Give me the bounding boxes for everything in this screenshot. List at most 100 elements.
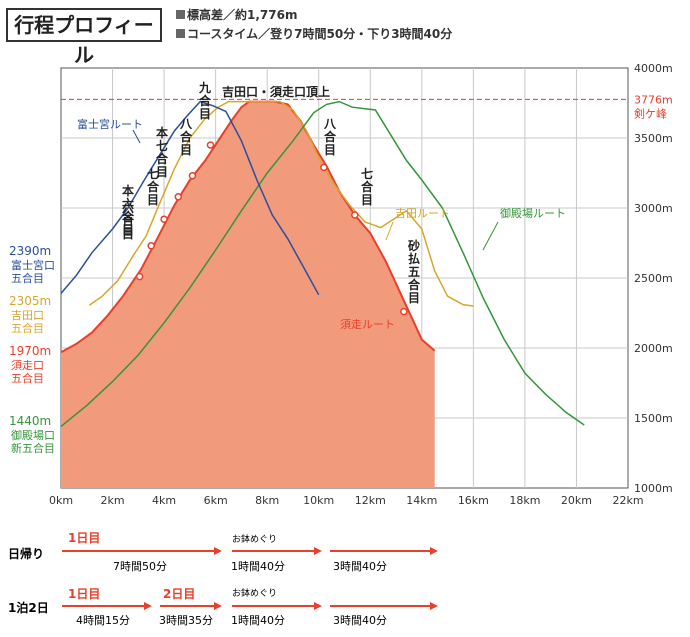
start-elev-label: 1440m xyxy=(9,414,51,428)
station-label-char: 七 xyxy=(147,167,159,181)
x-tick-label: 12km xyxy=(355,494,386,507)
y-tick-label: 4000m xyxy=(634,62,673,75)
page-title: 行程プロフィール xyxy=(6,8,162,67)
segment-time: 3時間40分 xyxy=(333,614,387,627)
station-label-char: 合 xyxy=(147,179,160,194)
start-point-label: 須走口 xyxy=(11,359,44,372)
x-tick-label: 20km xyxy=(561,494,592,507)
start-point-label: 五合目 xyxy=(11,371,44,385)
station-label-char: 目 xyxy=(324,143,336,157)
station-label-char: 六 xyxy=(122,196,134,211)
square-icon xyxy=(176,10,185,19)
day-label: 1日目 xyxy=(68,587,100,601)
connector xyxy=(482,221,499,251)
station-label-char: 目 xyxy=(408,291,420,305)
station-label-char: 本 xyxy=(122,183,134,198)
station-label-char: 目 xyxy=(147,193,159,207)
y-tick-label: 2000m xyxy=(634,342,673,355)
start-point-label: 吉田口 xyxy=(11,309,44,322)
segment-time: 3時間35分 xyxy=(159,614,213,627)
station-marker xyxy=(206,141,215,149)
station-label-char: 目 xyxy=(180,143,192,157)
station-label-char: 六 xyxy=(122,200,134,215)
schedule-arrow-head xyxy=(430,547,438,555)
x-tick-label: 6km xyxy=(204,494,228,507)
station-marker xyxy=(188,172,197,180)
station-marker xyxy=(135,272,144,281)
ohachi-label: お鉢めぐり xyxy=(232,533,277,545)
elevation-info: 標高差／約1,776m xyxy=(176,6,297,23)
start-point-label: 五合目 xyxy=(11,271,44,285)
x-tick-label: 4km xyxy=(152,494,176,507)
schedule-arrow-head xyxy=(214,547,222,555)
y-tick-label: 3000m xyxy=(634,202,673,215)
summit-label: 吉田口・須走口頂上 xyxy=(222,84,330,99)
station-label-char: 合 xyxy=(324,129,337,144)
schedule-arrow-head xyxy=(430,602,438,610)
station-marker xyxy=(160,215,168,223)
y-tick-label: 3500m xyxy=(634,132,673,145)
schedule-arrow-head xyxy=(214,602,222,610)
route-label: 御殿場ルート xyxy=(500,206,566,220)
day-label: 1日目 xyxy=(68,531,100,545)
station-label-char: 合 xyxy=(199,93,212,108)
summit-peak-label: 剣ケ峰 xyxy=(634,107,667,120)
segment-time: 4時間15分 xyxy=(76,614,130,627)
station-label-char: 合 xyxy=(122,213,135,228)
station-label-char: 合 xyxy=(156,151,169,166)
station-label-char: 合 xyxy=(408,277,421,292)
segment-time: 1時間40分 xyxy=(231,560,285,573)
start-point-label: 五合目 xyxy=(11,321,44,335)
x-tick-label: 0km xyxy=(49,494,73,507)
ohachi-label: お鉢めぐり xyxy=(232,587,277,599)
course-time-text: コースタイム／登り7時間50分・下り3時間40分 xyxy=(187,27,453,41)
start-point-label: 富士宮口 xyxy=(11,258,55,272)
station-label-char: 合 xyxy=(122,209,135,224)
x-tick-label: 8km xyxy=(255,494,279,507)
schedule-arrow-head xyxy=(314,602,322,610)
station-label-char: 八 xyxy=(323,117,337,131)
station-label-char: 払 xyxy=(408,251,420,266)
connector xyxy=(385,221,394,241)
schedule-row-label: 日帰り xyxy=(8,546,44,561)
route-label: 須走ルート xyxy=(340,318,395,331)
station-marker xyxy=(351,211,359,219)
station-label-char: 五 xyxy=(408,265,420,279)
station-label-char: 砂 xyxy=(407,238,420,253)
route-label: 吉田ルート xyxy=(395,207,450,220)
station-label-char: 八 xyxy=(179,117,193,131)
x-tick-label: 14km xyxy=(406,494,437,507)
segment-time: 3時間40分 xyxy=(333,560,387,573)
segment-time: 1時間40分 xyxy=(231,614,285,627)
station-marker xyxy=(147,242,155,250)
yoshida-line xyxy=(88,100,474,307)
subashiri-area xyxy=(61,101,435,488)
schedule-arrow-head xyxy=(314,547,322,555)
y-tick-label: 1500m xyxy=(634,412,673,425)
elevation-diff-text: 標高差／約1,776m xyxy=(187,8,298,22)
fujinomiya-line xyxy=(60,100,320,296)
schedule-row-label: 1泊2日 xyxy=(8,600,49,615)
station-label-char: 七 xyxy=(361,167,373,181)
start-elev-label: 1970m xyxy=(9,344,51,358)
gotemba-line xyxy=(60,100,585,427)
x-tick-label: 16km xyxy=(458,494,489,507)
station-label-char: 合 xyxy=(361,179,374,194)
x-tick-label: 18km xyxy=(509,494,540,507)
station-label-char: 本 xyxy=(156,125,168,140)
station-label-char: 九 xyxy=(198,80,211,95)
station-label-char: 目 xyxy=(122,227,134,241)
square-icon xyxy=(176,29,185,38)
station-label-char: 目 xyxy=(122,223,134,237)
start-point-label: 御殿場口 xyxy=(11,428,55,442)
connector xyxy=(132,129,141,144)
station-marker xyxy=(320,163,328,172)
start-point-label: 新五合目 xyxy=(11,441,55,455)
start-elev-label: 2305m xyxy=(9,294,51,308)
station-label-char: 目 xyxy=(156,165,168,179)
segment-time: 7時間50分 xyxy=(113,560,167,573)
y-tick-label: 1000m xyxy=(634,482,673,495)
x-tick-label: 2km xyxy=(100,494,124,507)
route-label: 富士宮ルート xyxy=(77,117,143,131)
